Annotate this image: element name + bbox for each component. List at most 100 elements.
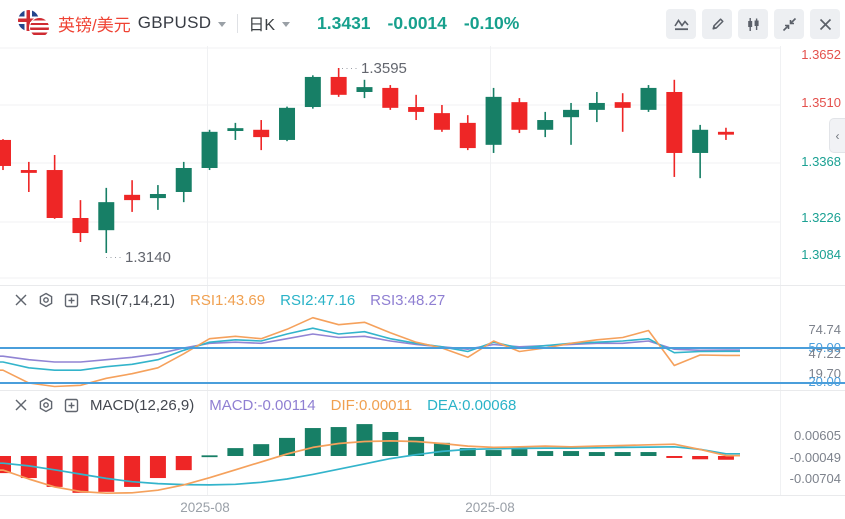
macd-axis-label: -0.00704: [789, 471, 841, 486]
rsi-panel[interactable]: RSI(7,14,21) RSI1:43.69 RSI2:47.16 RSI3:…: [0, 285, 845, 390]
candle-body: [330, 76, 347, 95]
candle-body: [640, 87, 657, 110]
candle-body: [692, 129, 709, 153]
candle-body: [149, 194, 166, 199]
price-axis-label: 1.3226: [801, 210, 841, 225]
chart-toolbar: [666, 9, 840, 39]
macd-histogram-bar: [253, 444, 270, 456]
indicator-wave-icon: [673, 18, 689, 30]
rsi-line-rsi3: [0, 333, 740, 363]
rsi-line-rsi2: [0, 327, 740, 372]
candle-body: [356, 87, 373, 92]
rsi1-value: RSI1:43.69: [190, 291, 266, 309]
macd-histogram-bar: [98, 456, 115, 492]
price-axis-label: 1.3084: [801, 247, 841, 262]
macd-settings-button[interactable]: [38, 397, 54, 413]
rsi-close-button[interactable]: [14, 293, 28, 307]
macd-histogram-bar: [175, 456, 192, 471]
low-price-annotation: ···· 1.3140: [105, 249, 171, 266]
header-separator: [237, 13, 239, 33]
dea-value: DEA:0.00068: [427, 396, 517, 414]
price-axis-label: 1.3510: [801, 95, 841, 110]
macd-histogram-bar: [330, 427, 347, 456]
macd-close-button[interactable]: [14, 398, 28, 412]
macd-add-button[interactable]: [64, 398, 79, 413]
macd-value: MACD:-0.00114: [209, 396, 316, 414]
symbol-dropdown-caret-icon[interactable]: [218, 21, 227, 27]
dif-line: [0, 440, 740, 495]
candle-body: [459, 122, 476, 149]
axis-collapse-tab[interactable]: ‹: [829, 118, 845, 153]
rsi-axis-label: 19.70: [808, 366, 841, 381]
price-change: -0.0014: [387, 12, 447, 33]
rsi-settings-button[interactable]: [38, 292, 54, 308]
candles-layer: [0, 68, 734, 253]
price-change-percent: -0.10%: [463, 12, 520, 33]
macd-histogram-bar: [227, 448, 244, 456]
rsi3-value: RSI3:48.27: [370, 291, 446, 309]
rsi-add-button[interactable]: [64, 293, 79, 308]
macd-panel[interactable]: MACD(12,26,9) MACD:-0.00114 DIF:0.00011 …: [0, 390, 845, 495]
rsi-level-label: 20.00: [808, 374, 841, 389]
symbol-label[interactable]: GBPUSD: [137, 13, 212, 32]
time-axis: 2025-08 2025-08: [0, 495, 845, 519]
candle-body: [614, 102, 631, 108]
macd-histogram-bar: [20, 456, 37, 479]
candlestick-chart[interactable]: 1.3652 1.3510 1.3368 1.3226 1.3084 ···· 1…: [0, 46, 845, 285]
vertical-gridline: [207, 46, 208, 495]
candle-body: [46, 170, 63, 218]
rsi2-value: RSI2:47.16: [280, 291, 356, 309]
rsi-axis-label: 47.22: [808, 346, 841, 361]
macd-histogram-bar: [666, 456, 683, 458]
macd-histogram-bar: [124, 456, 141, 487]
rsi-panel-header: RSI(7,14,21) RSI1:43.69 RSI2:47.16 RSI3:…: [14, 289, 445, 311]
dif-value: DIF:0.00011: [330, 396, 413, 414]
time-axis-label: 2025-08: [180, 500, 230, 515]
macd-histogram-bar: [563, 451, 580, 456]
rsi-line-rsi1: [0, 316, 740, 388]
candle-body: [588, 102, 605, 110]
candle-body: [253, 129, 270, 138]
candle-body: [408, 107, 425, 112]
rsi-level-label: 50.00: [808, 340, 841, 355]
macd-panel-header: MACD(12,26,9) MACD:-0.00114 DIF:0.00011 …: [14, 394, 516, 416]
candle-body: [563, 109, 580, 118]
rsi-plot[interactable]: [0, 310, 845, 390]
settings-hexagon-icon: [39, 292, 53, 308]
last-price: 1.3431: [317, 12, 371, 33]
macd-axis-label: -0.00049: [789, 450, 841, 465]
macd-plot[interactable]: [0, 415, 845, 495]
collapse-button[interactable]: [774, 9, 804, 39]
candle-body: [98, 202, 115, 231]
draw-pencil-button[interactable]: [702, 9, 732, 39]
macd-histogram-bar: [279, 437, 296, 456]
indicator-wave-button[interactable]: [666, 9, 696, 39]
candle-body: [72, 217, 89, 234]
macd-histogram-bar: [588, 452, 605, 456]
panel-divider: [0, 285, 845, 286]
candle-body: [537, 120, 554, 130]
macd-histogram-bar: [304, 428, 321, 456]
plus-box-icon: [64, 293, 79, 307]
price-axis-label: 1.3368: [801, 154, 841, 169]
close-chart-button[interactable]: [810, 9, 840, 39]
candle-body: [279, 107, 296, 140]
macd-histogram-layer: [0, 424, 734, 493]
macd-histogram-bar: [511, 449, 528, 456]
plus-box-icon: [64, 398, 79, 412]
timeframe-dropdown-caret-icon[interactable]: [282, 21, 291, 27]
macd-histogram-bar: [382, 431, 399, 456]
candle-body: [227, 128, 244, 132]
macd-histogram-bar: [149, 456, 166, 479]
macd-histogram-bar: [614, 452, 631, 456]
macd-histogram-bar: [356, 424, 373, 456]
timeframe-label[interactable]: 日K: [248, 17, 276, 34]
macd-histogram-bar: [201, 455, 218, 458]
macd-title: MACD(12,26,9): [90, 396, 195, 414]
macd-histogram-bar: [537, 451, 554, 456]
pair-flag-icon: [18, 9, 49, 37]
candles-canvas[interactable]: [0, 46, 845, 285]
macd-histogram-bar: [692, 456, 709, 460]
macd-histogram-bar: [459, 448, 476, 456]
candle-style-button[interactable]: [738, 9, 768, 39]
